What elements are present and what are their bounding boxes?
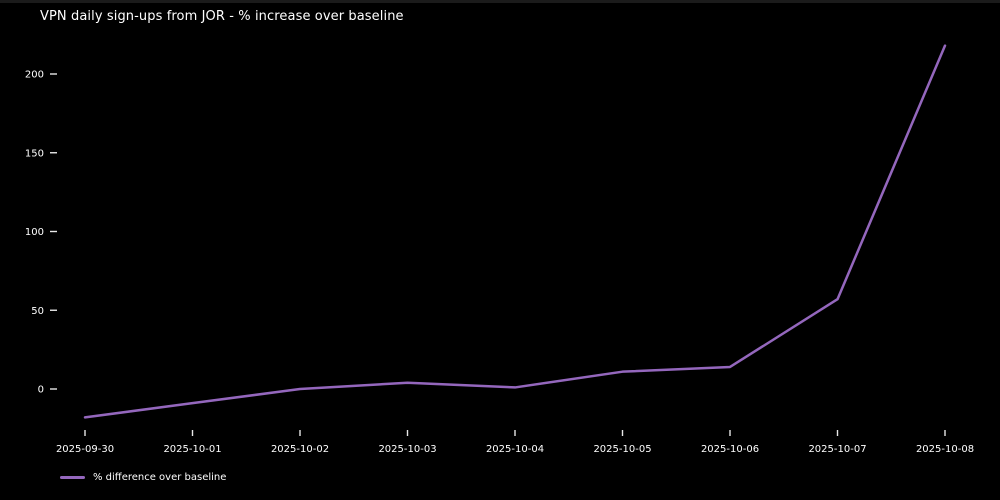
x-tick-label: 2025-10-01: [163, 444, 221, 455]
data-line: [83, 44, 947, 419]
y-tick-label: 50: [31, 306, 44, 317]
x-tick-label: 2025-09-30: [56, 444, 114, 455]
y-tick-label: 150: [25, 148, 44, 159]
legend: % difference over baseline: [60, 472, 226, 483]
y-tick-label: 200: [25, 70, 44, 81]
chart-title: VPN daily sign-ups from JOR - % increase…: [40, 9, 404, 24]
x-tick-label: 2025-10-05: [593, 444, 651, 455]
legend-label: % difference over baseline: [93, 472, 227, 483]
x-tick-label: 2025-10-07: [808, 444, 866, 455]
legend-line-swatch: [60, 476, 85, 479]
y-tick-label: 0: [38, 385, 44, 396]
window-top-edge: [0, 0, 1000, 3]
x-tick-label: 2025-10-08: [916, 444, 974, 455]
x-tick-label: 2025-10-03: [378, 444, 436, 455]
x-tick-label: 2025-10-02: [271, 444, 329, 455]
x-tick-label: 2025-10-06: [701, 444, 759, 455]
x-tick-label: 2025-10-04: [486, 444, 544, 455]
y-tick-label: 100: [25, 227, 44, 238]
